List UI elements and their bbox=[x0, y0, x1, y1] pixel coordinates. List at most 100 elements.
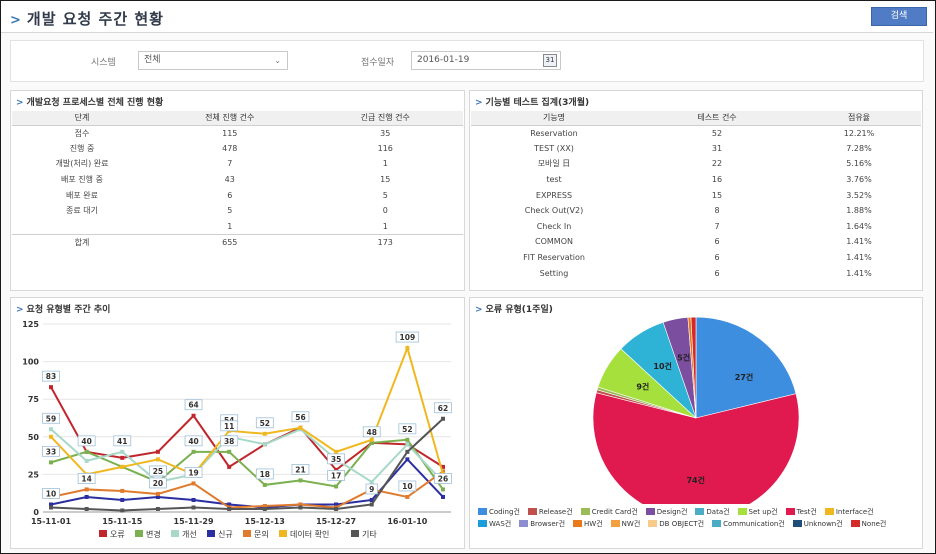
data-point bbox=[49, 460, 53, 465]
legend-item[interactable]: HW건 bbox=[573, 518, 603, 530]
total-row: 합계 655 173 bbox=[12, 233, 463, 250]
data-point bbox=[84, 494, 89, 499]
legend-label: 개선 bbox=[182, 529, 197, 539]
legend-item[interactable]: None건 bbox=[850, 518, 886, 530]
table-row: Reservation 52 12.21% bbox=[471, 125, 921, 141]
calendar-icon[interactable]: 31 bbox=[543, 54, 557, 67]
y-tick-label: 50 bbox=[28, 433, 40, 442]
legend-item[interactable]: Set up건 bbox=[737, 506, 778, 518]
legend-item[interactable]: WAS건 bbox=[478, 518, 511, 530]
data-label-box bbox=[42, 412, 60, 424]
top-bar: > 개발 요청 주간 현황 검색 bbox=[1, 1, 933, 33]
data-label: 48 bbox=[367, 428, 377, 437]
date-label: 접수일자 bbox=[361, 58, 395, 68]
data-point bbox=[369, 479, 374, 484]
legend-swatch bbox=[243, 530, 251, 537]
x-tick-label: 15-11-15 bbox=[102, 517, 142, 526]
table-cell: 종료 대기 bbox=[66, 206, 98, 216]
series-line bbox=[50, 344, 444, 476]
legend-swatch bbox=[580, 508, 590, 515]
data-point bbox=[334, 449, 339, 454]
legend-item[interactable]: Coding건 bbox=[478, 506, 520, 518]
column-header: 전체 진행 건수 bbox=[152, 111, 308, 126]
legend-item[interactable]: Browser건 bbox=[519, 518, 565, 530]
column-header: 테스트 건수 bbox=[637, 111, 797, 126]
data-point bbox=[120, 508, 125, 513]
search-button[interactable]: 검색 bbox=[871, 7, 927, 26]
chevron-right-icon: > bbox=[16, 305, 24, 315]
legend-item[interactable]: NW건 bbox=[610, 518, 640, 530]
legend-swatch bbox=[351, 530, 359, 537]
error-panel: > 오류 유형(1주일) 74건 9건 10건 5건 27건 Coding건 Release… bbox=[469, 297, 923, 549]
data-label-box bbox=[149, 477, 167, 489]
legend-item[interactable]: Communication건 bbox=[712, 518, 785, 530]
table-cell: 8 bbox=[714, 206, 720, 216]
x-tick-label: 15-11-29 bbox=[174, 517, 214, 526]
legend-item[interactable]: Interface건 bbox=[824, 506, 874, 518]
legend-item[interactable]: Unknown건 bbox=[792, 518, 843, 530]
total-value: 173 bbox=[307, 233, 463, 250]
legend-label: Coding건 bbox=[489, 508, 520, 516]
data-label: 33 bbox=[46, 447, 56, 456]
data-point bbox=[334, 484, 339, 489]
process-panel-title-text: 개발요청 프로세스별 전체 진행 현황 bbox=[26, 98, 164, 108]
data-point bbox=[298, 502, 303, 507]
total-label: 합계 bbox=[12, 233, 152, 250]
table-row: Check Out(V2) 8 1.88% bbox=[471, 203, 921, 219]
data-point bbox=[405, 457, 410, 462]
data-point bbox=[155, 457, 160, 462]
data-label-box bbox=[42, 488, 60, 499]
data-label: 18 bbox=[260, 470, 270, 479]
data-label-box bbox=[327, 470, 345, 481]
pie-legend: Coding건 Release건 Credit Card건 Design건 Data건 S… bbox=[478, 506, 916, 530]
data-point bbox=[155, 494, 160, 499]
data-point bbox=[84, 487, 89, 492]
legend-label: WAS건 bbox=[489, 520, 512, 528]
table-cell: 7.28% bbox=[846, 143, 872, 153]
legend-item[interactable]: DB OBJECT건 bbox=[648, 518, 704, 530]
data-label: 17 bbox=[331, 471, 341, 480]
data-point bbox=[191, 413, 196, 418]
data-point bbox=[49, 502, 53, 507]
series-line bbox=[50, 457, 444, 509]
error-pie-chart: 74건 9건 10건 5건 27건 bbox=[592, 316, 800, 504]
legend-swatch bbox=[519, 520, 529, 527]
data-label-box bbox=[395, 331, 420, 343]
legend-item[interactable]: Design건 bbox=[645, 506, 688, 518]
legend-item[interactable]: Release건 bbox=[527, 506, 573, 518]
table-cell: 1.88% bbox=[846, 206, 872, 216]
table-row: 접수 115 35 bbox=[12, 125, 463, 141]
legend-item[interactable]: Credit Card건 bbox=[580, 506, 638, 518]
chevron-down-icon: ⌄ bbox=[274, 56, 281, 65]
legend-item[interactable]: Data건 bbox=[695, 506, 730, 518]
data-point bbox=[441, 416, 445, 421]
legend-label: 기타 bbox=[362, 530, 377, 539]
table-cell: 0 bbox=[382, 206, 388, 216]
table-row: Check In 7 1.64% bbox=[471, 219, 921, 235]
data-point bbox=[369, 502, 374, 507]
table-cell: 1.64% bbox=[846, 221, 872, 231]
table-row: 종료 대기 5 0 bbox=[12, 203, 463, 219]
table-row: 배포 진행 중 43 15 bbox=[12, 172, 463, 188]
system-select[interactable]: 전체 ⌄ bbox=[138, 51, 288, 70]
legend-swatch bbox=[792, 520, 802, 527]
data-point bbox=[191, 449, 196, 454]
pie-slice bbox=[690, 316, 697, 419]
data-label-box bbox=[255, 468, 274, 480]
data-point bbox=[227, 502, 232, 507]
y-tick-label: 0 bbox=[33, 508, 39, 517]
legend-swatch bbox=[695, 508, 705, 515]
table-cell: 1.41% bbox=[846, 237, 872, 247]
date-input[interactable]: 2016-01-19 31 bbox=[411, 51, 561, 70]
legend-swatch bbox=[850, 520, 860, 527]
legend-label: Design건 bbox=[656, 508, 688, 516]
data-label: 59 bbox=[46, 414, 56, 423]
data-point bbox=[155, 449, 160, 454]
legend-item[interactable]: Test건 bbox=[785, 506, 817, 518]
date-input-value: 2016-01-19 bbox=[417, 55, 470, 65]
error-panel-title: > 오류 유형(1주일) bbox=[475, 302, 553, 315]
legend-swatch bbox=[785, 508, 795, 515]
table-cell: 진행 중 bbox=[69, 143, 95, 153]
table-cell: 6 bbox=[714, 253, 720, 263]
data-label: 83 bbox=[46, 372, 56, 381]
